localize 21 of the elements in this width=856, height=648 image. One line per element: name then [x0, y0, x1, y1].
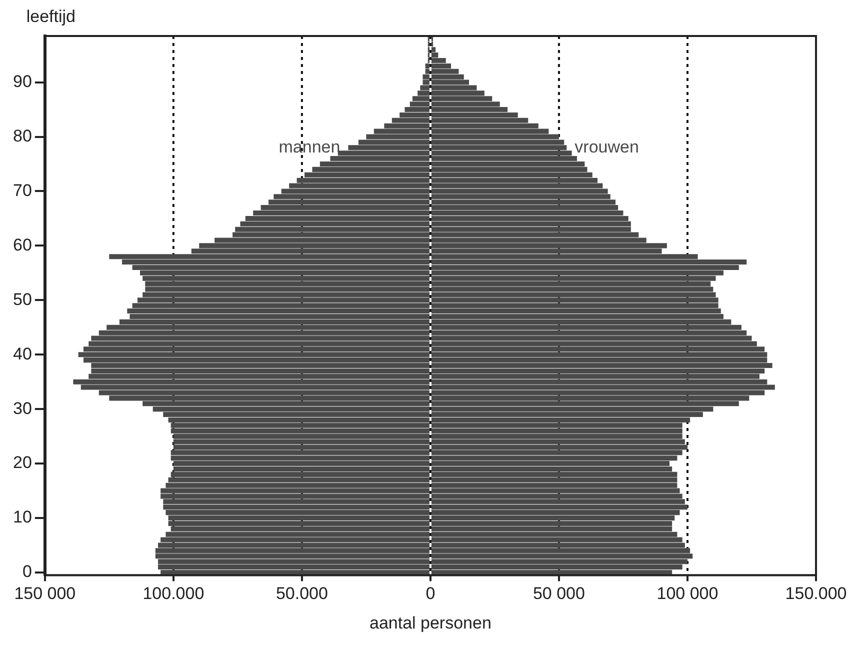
y-tick-label: 60 — [12, 235, 32, 254]
y-tick-label: 70 — [12, 180, 32, 200]
y-tick-label: 30 — [12, 398, 32, 418]
y-tick-label: 20 — [12, 453, 32, 472]
x-tick-label: 150 000 — [14, 584, 76, 604]
series-label: mannen — [278, 137, 340, 156]
x-axis-title: aantal personen — [369, 613, 492, 632]
x-tick-label: 0 — [426, 584, 436, 604]
y-axis-title: leeftijd — [26, 7, 76, 26]
x-tick-label: 100 000 — [656, 584, 718, 604]
y-tick-label: 0 — [22, 562, 32, 582]
y-tick-label: 10 — [12, 508, 32, 527]
x-tick-label: 150.000 — [785, 584, 847, 604]
y-tick-label: 40 — [12, 344, 32, 364]
y-tick-label: 80 — [12, 126, 32, 146]
y-tick-label: 90 — [12, 72, 32, 91]
series-label: vrouwen — [574, 137, 639, 156]
x-tick-label: 50.000 — [276, 584, 328, 604]
x-tick-label: 50 000 — [532, 584, 585, 604]
x-tick-label: 100.000 — [142, 584, 204, 604]
y-tick-label: 50 — [12, 290, 32, 309]
